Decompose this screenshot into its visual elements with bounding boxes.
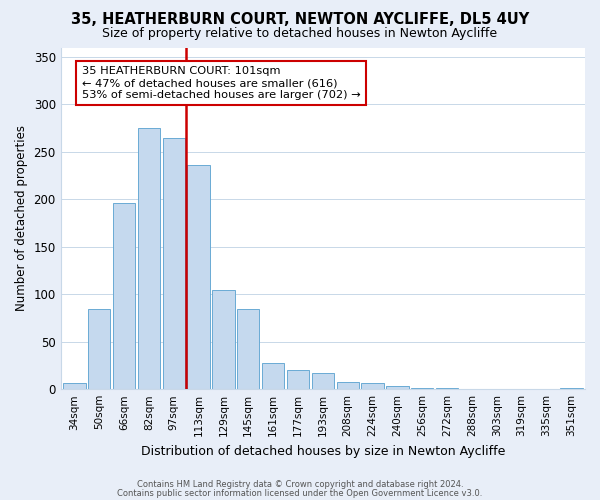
Bar: [113, 203, 135, 389]
Bar: [187, 165, 210, 389]
Text: 35 HEATHERBURN COURT: 101sqm
← 47% of detached houses are smaller (616)
53% of s: 35 HEATHERBURN COURT: 101sqm ← 47% of de…: [82, 66, 361, 100]
Y-axis label: Number of detached properties: Number of detached properties: [15, 126, 28, 312]
Bar: [361, 384, 384, 389]
Bar: [436, 388, 458, 389]
Bar: [163, 138, 185, 389]
Bar: [337, 382, 359, 389]
Bar: [411, 388, 433, 389]
Bar: [88, 310, 110, 389]
Bar: [138, 128, 160, 389]
Bar: [287, 370, 309, 389]
Text: Contains HM Land Registry data © Crown copyright and database right 2024.: Contains HM Land Registry data © Crown c…: [137, 480, 463, 489]
Bar: [212, 290, 235, 389]
X-axis label: Distribution of detached houses by size in Newton Aycliffe: Distribution of detached houses by size …: [140, 444, 505, 458]
Bar: [262, 362, 284, 389]
Text: 35, HEATHERBURN COURT, NEWTON AYCLIFFE, DL5 4UY: 35, HEATHERBURN COURT, NEWTON AYCLIFFE, …: [71, 12, 529, 28]
Bar: [560, 388, 583, 389]
Bar: [63, 384, 86, 389]
Bar: [237, 310, 259, 389]
Text: Size of property relative to detached houses in Newton Aycliffe: Size of property relative to detached ho…: [103, 28, 497, 40]
Bar: [311, 373, 334, 389]
Bar: [386, 386, 409, 389]
Text: Contains public sector information licensed under the Open Government Licence v3: Contains public sector information licen…: [118, 488, 482, 498]
